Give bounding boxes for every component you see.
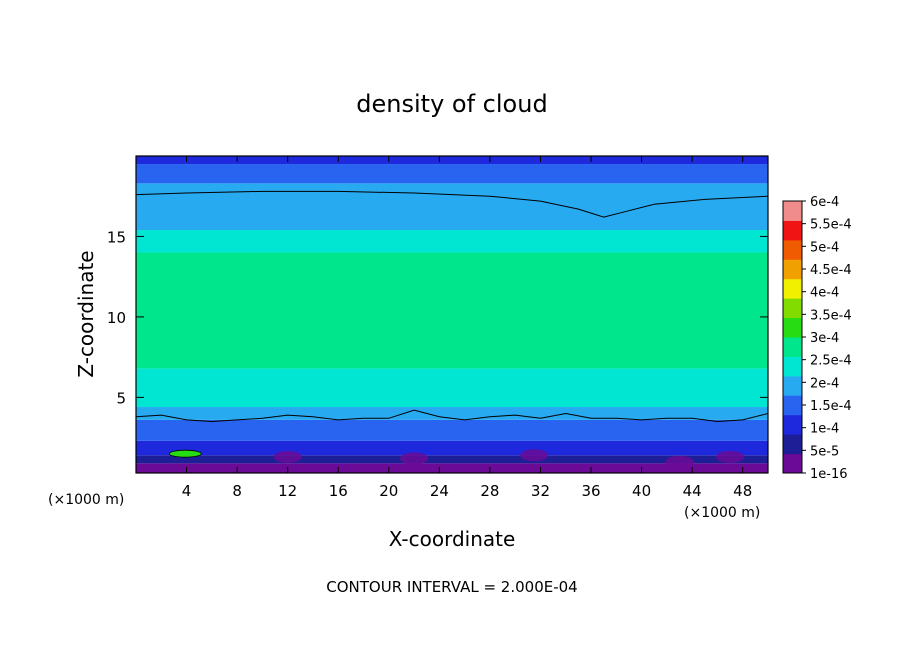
colorbar-label-8: 4e-4 bbox=[810, 286, 839, 301]
low-density-patch-0 bbox=[273, 450, 302, 463]
density-band-8 bbox=[136, 183, 768, 231]
density-band-6 bbox=[136, 252, 768, 369]
chart-title: density of cloud bbox=[356, 90, 547, 118]
contour-line-1 bbox=[136, 409, 768, 423]
y-tick-label-15: 15 bbox=[107, 228, 126, 246]
colorbar-swatch-8 bbox=[783, 298, 802, 319]
x-tick-label-12: 12 bbox=[278, 482, 297, 500]
x-tick-label-48: 48 bbox=[733, 482, 752, 500]
x-axis: 4 8 12 16 20 24 28 32 36 40 44 48 bbox=[182, 156, 752, 500]
x-tick-label-28: 28 bbox=[480, 482, 499, 500]
x-tick-label-44: 44 bbox=[683, 482, 702, 500]
colorbar-label-9: 4.5e-4 bbox=[810, 263, 852, 278]
colorbar-swatch-0 bbox=[783, 453, 802, 474]
y-axis-label: Z-coordinate bbox=[74, 250, 98, 377]
colorbar-label-12: 6e-4 bbox=[810, 195, 839, 210]
low-density-patch-3 bbox=[665, 455, 694, 468]
y-axis: 5 10 15 bbox=[107, 228, 768, 407]
x-tick-label-20: 20 bbox=[379, 482, 398, 500]
x-tick-label-36: 36 bbox=[581, 482, 600, 500]
x-tick-label-8: 8 bbox=[232, 482, 242, 500]
colorbar-swatch-5 bbox=[783, 356, 802, 377]
density-band-2 bbox=[136, 440, 768, 456]
colorbar-label-5: 2.5e-4 bbox=[810, 354, 852, 369]
x-unit-left: (×1000 m) bbox=[48, 492, 124, 508]
x-tick-label-4: 4 bbox=[182, 482, 192, 500]
plot-frame bbox=[135, 155, 769, 474]
density-patches bbox=[168, 449, 745, 468]
contour-line-0 bbox=[136, 190, 768, 218]
plot-area bbox=[136, 156, 768, 473]
x-axis-label: X-coordinate bbox=[389, 527, 516, 551]
colorbar-label-0: 1e-16 bbox=[810, 467, 848, 482]
low-density-patch-2 bbox=[520, 449, 549, 462]
colorbar-label-7: 3.5e-4 bbox=[810, 308, 852, 323]
x-tick-label-32: 32 bbox=[531, 482, 550, 500]
colorbar-label-2: 1e-4 bbox=[810, 422, 839, 437]
x-tick-label-40: 40 bbox=[632, 482, 651, 500]
x-tick-label-16: 16 bbox=[329, 482, 348, 500]
contour-interval-note: CONTOUR INTERVAL = 2.000E-04 bbox=[326, 578, 577, 596]
colorbar-swatch-13 bbox=[783, 201, 802, 221]
colorbar: 1e-16 5e-5 1e-4 1.5e-4 2e-4 2.5e-4 3e-4 3.5e-4 4… bbox=[782, 195, 852, 482]
density-bands bbox=[136, 156, 768, 473]
density-band-1 bbox=[136, 455, 768, 464]
colorbar-label-11: 5.5e-4 bbox=[810, 218, 852, 233]
x-unit-right: (×1000 m) bbox=[684, 505, 760, 521]
colorbar-swatch-1 bbox=[783, 434, 802, 455]
low-density-patch-1 bbox=[400, 452, 429, 465]
colorbar-swatch-12 bbox=[783, 220, 802, 241]
y-tick-label-10: 10 bbox=[107, 309, 126, 327]
colorbar-swatch-10 bbox=[783, 259, 802, 280]
colorbar-swatch-6 bbox=[783, 337, 802, 357]
high-density-patch bbox=[168, 449, 202, 458]
colorbar-swatch-2 bbox=[783, 414, 802, 435]
density-band-0 bbox=[136, 463, 768, 473]
x-tick-label-24: 24 bbox=[430, 482, 449, 500]
contour-lines bbox=[136, 190, 768, 423]
colorbar-swatch-3 bbox=[783, 395, 802, 416]
colorbar-label-4: 2e-4 bbox=[810, 376, 839, 391]
density-band-7 bbox=[136, 230, 768, 253]
colorbar-swatch-9 bbox=[783, 278, 802, 299]
colorbar-swatch-7 bbox=[783, 317, 802, 338]
colorbar-label-3: 1.5e-4 bbox=[810, 399, 852, 414]
y-tick-label-5: 5 bbox=[116, 389, 126, 407]
low-density-patch-4 bbox=[716, 450, 745, 463]
colorbar-swatch-4 bbox=[783, 375, 802, 396]
density-band-10 bbox=[136, 156, 768, 165]
density-band-3 bbox=[136, 419, 768, 441]
colorbar-label-10: 5e-4 bbox=[810, 240, 839, 255]
density-band-4 bbox=[136, 407, 768, 420]
colorbar-label-6: 3e-4 bbox=[810, 331, 839, 346]
density-band-5 bbox=[136, 368, 768, 408]
colorbar-swatch-11 bbox=[783, 239, 802, 260]
density-band-9 bbox=[136, 164, 768, 184]
colorbar-label-1: 5e-5 bbox=[810, 444, 839, 459]
